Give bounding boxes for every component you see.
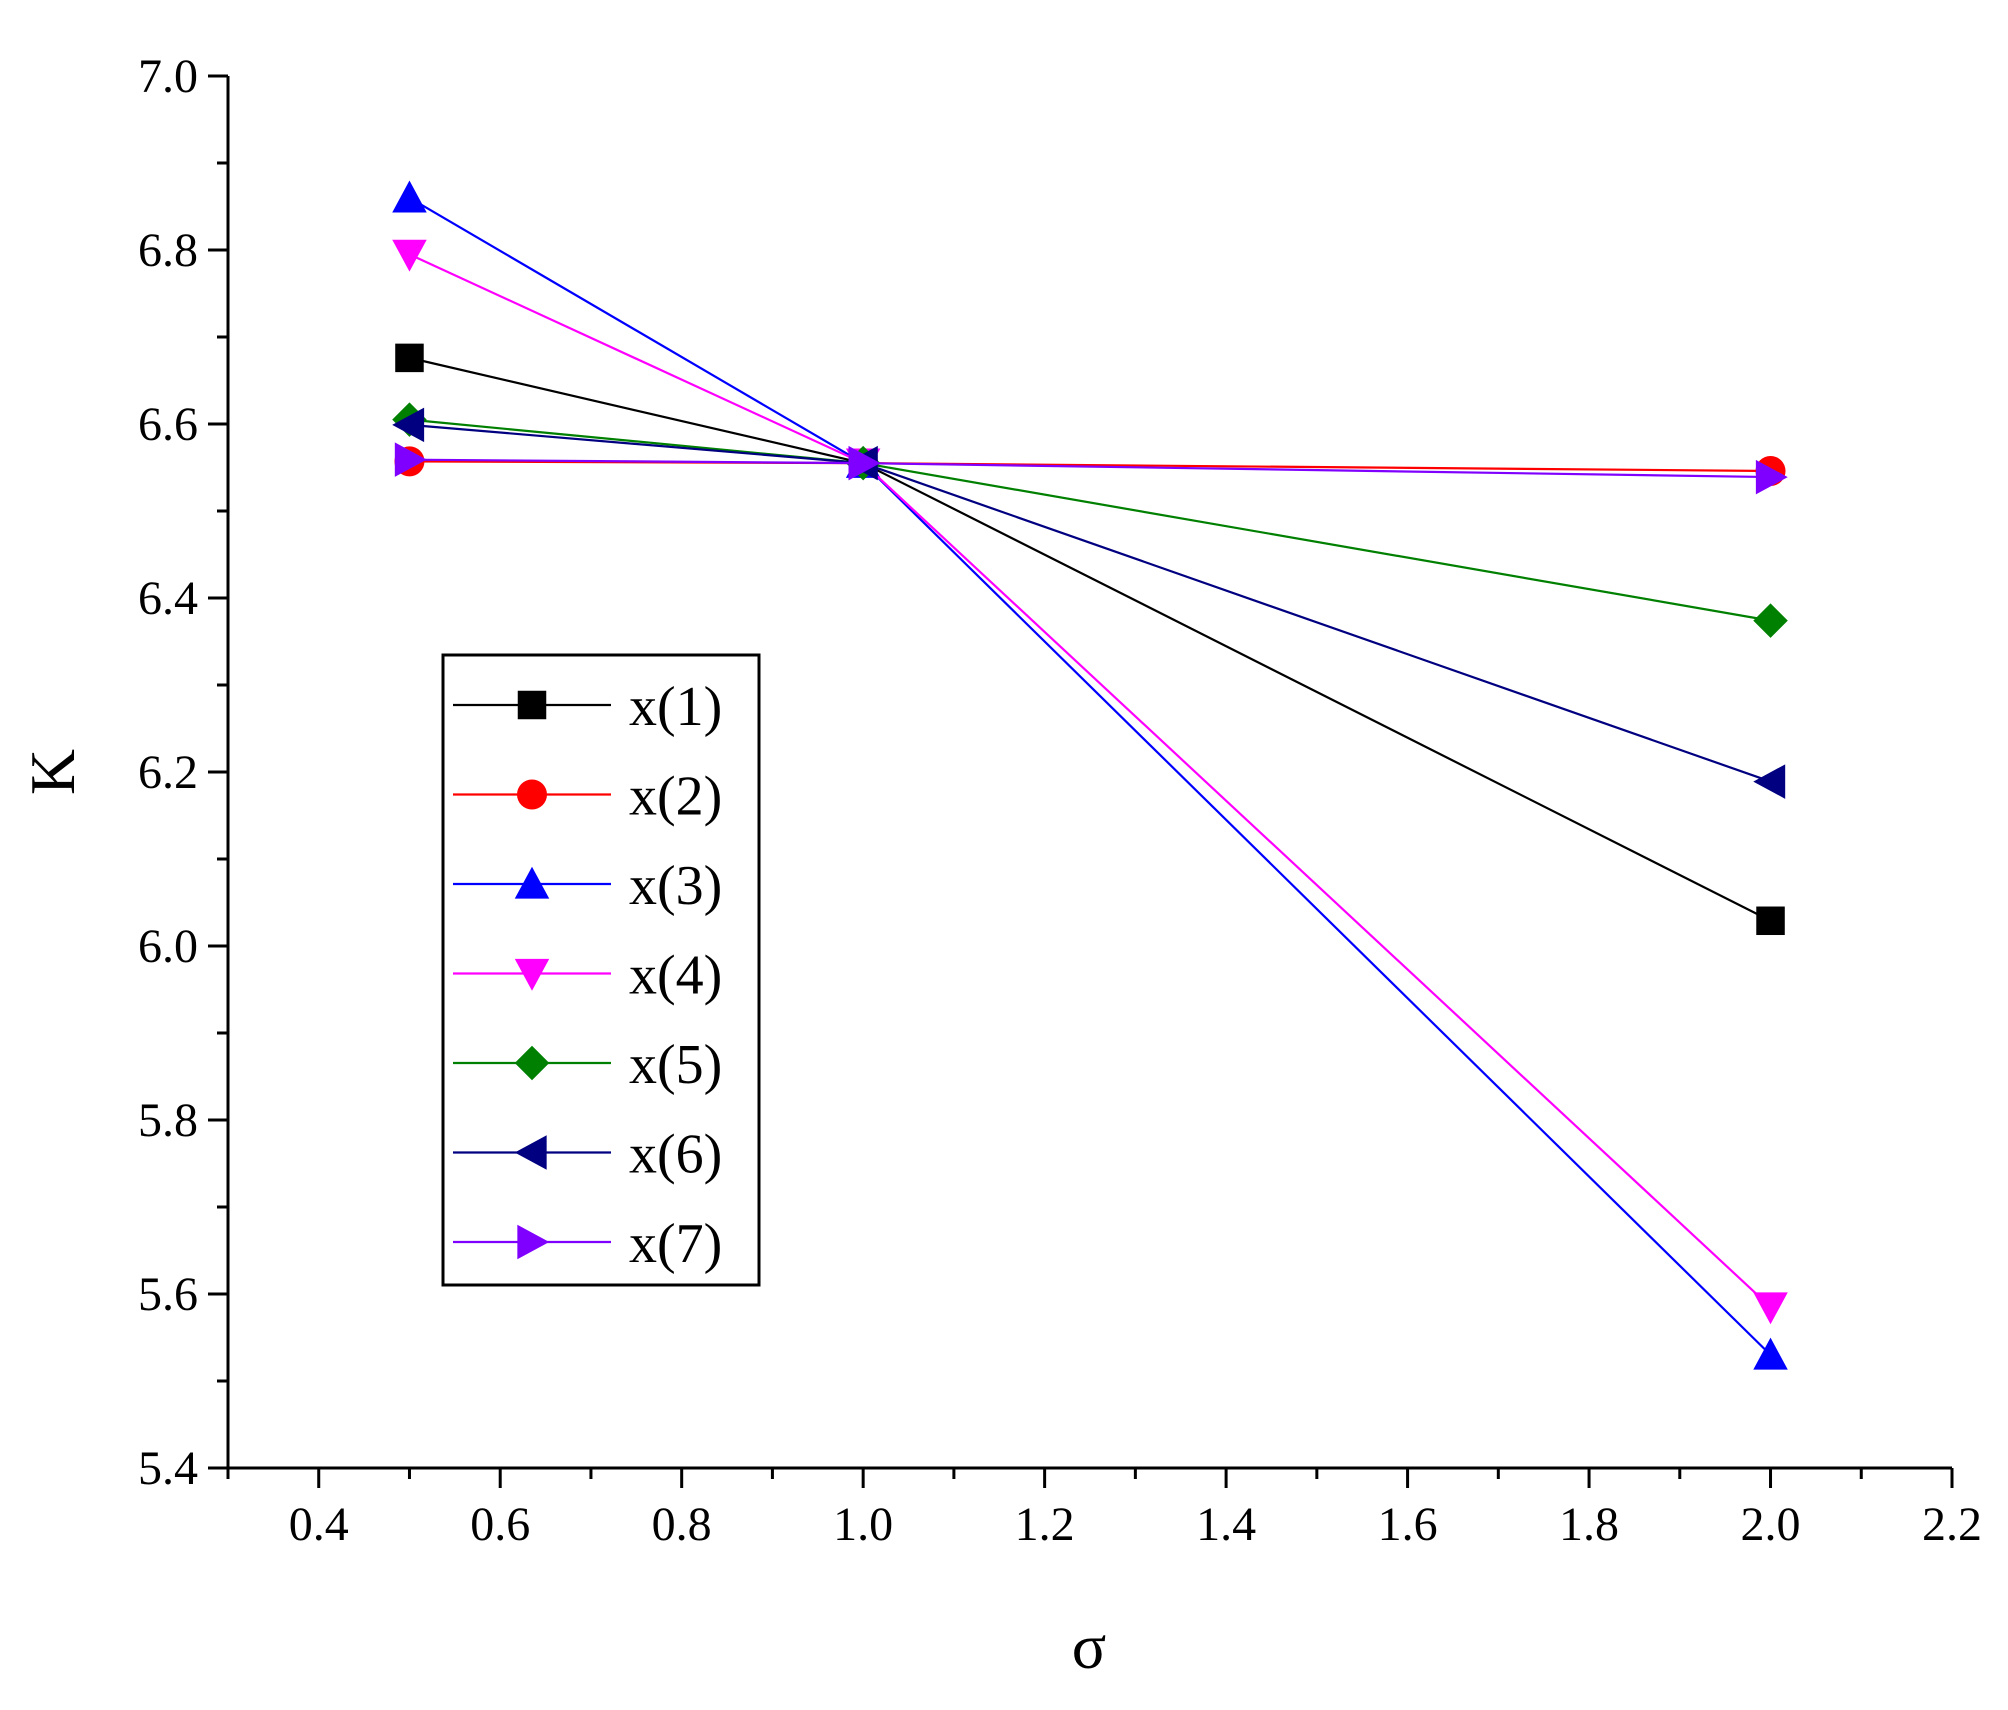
y-tick-label: 5.6: [138, 1268, 198, 1321]
y-tick-label: 5.8: [138, 1094, 198, 1147]
legend-item: x(3): [453, 855, 722, 917]
series-5: [392, 402, 1788, 638]
legend-item: x(7): [453, 1213, 722, 1275]
legend-marker: [517, 690, 547, 720]
legend-label: x(4): [629, 945, 722, 1007]
data-point: [1755, 459, 1788, 495]
x-tick-label: 1.4: [1196, 1498, 1256, 1551]
x-tick-label: 2.2: [1922, 1498, 1982, 1551]
data-point: [1753, 1292, 1788, 1325]
data-point: [1756, 906, 1785, 936]
legend-label: x(3): [629, 855, 722, 917]
y-tick-label: 6.8: [138, 224, 198, 277]
legend-label: x(1): [629, 676, 722, 738]
data-point: [392, 407, 425, 443]
legend-marker: [514, 866, 550, 899]
x-tick-label: 1.8: [1559, 1498, 1619, 1551]
x-axis-label: σ: [1072, 1611, 1107, 1682]
data-point: [395, 343, 424, 373]
legend: x(1) x(2) x(3) x(4) x(5) x(6) x(7): [441, 653, 761, 1287]
legend-marker: [514, 1135, 547, 1170]
x-tick-label: 0.6: [470, 1498, 530, 1551]
legend-label: x(2): [629, 766, 722, 828]
series-line: [409, 418, 1771, 622]
data-point: [392, 180, 427, 213]
legend-marker: [517, 779, 547, 810]
data-point: [848, 445, 881, 481]
legend-item: x(1): [453, 676, 722, 738]
legend-label: x(5): [629, 1034, 722, 1096]
x-tick-label: 1.6: [1378, 1498, 1438, 1551]
data-point: [1753, 1337, 1788, 1370]
x-tick-label: 1.0: [833, 1498, 893, 1551]
legend-marker: [517, 1224, 550, 1260]
x-tick-label: 0.4: [289, 1498, 349, 1551]
legend-label: x(7): [629, 1213, 722, 1275]
x-tick-label: 2.0: [1741, 1498, 1801, 1551]
x-tick-label: 1.2: [1015, 1498, 1075, 1551]
legend-marker: [514, 1045, 550, 1081]
y-tick-label: 6.2: [138, 746, 198, 799]
y-axis: 5.4 5.6 5.8 6.0 6.2 6.4 6.6 6.8 7.0: [138, 50, 230, 1495]
y-tick-label: 5.4: [138, 1442, 198, 1495]
legend-item: x(2): [453, 766, 722, 828]
x-axis: 0.4 0.6 0.8 1.0 1.2 1.4 1.6 1.8 2.0 2.2: [226, 1466, 1982, 1551]
series-layer: [392, 180, 1788, 1370]
x-tick-label: 0.8: [652, 1498, 712, 1551]
y-tick-label: 7.0: [138, 50, 198, 103]
data-point: [1753, 603, 1788, 638]
legend-marker: [514, 958, 550, 991]
legend-label: x(6): [629, 1124, 722, 1186]
data-point: [392, 239, 427, 272]
legend-box: [441, 653, 761, 1287]
legend-item: x(5): [453, 1034, 722, 1096]
legend-item: x(4): [453, 945, 722, 1007]
series-7: [394, 442, 1788, 495]
y-tick-label: 6.4: [138, 572, 198, 625]
legend-item: x(6): [453, 1124, 722, 1186]
data-point: [394, 442, 427, 477]
y-tick-label: 6.6: [138, 398, 198, 451]
data-point: [1753, 764, 1786, 799]
y-axis-label: K: [17, 749, 88, 795]
y-tick-label: 6.0: [138, 920, 198, 973]
